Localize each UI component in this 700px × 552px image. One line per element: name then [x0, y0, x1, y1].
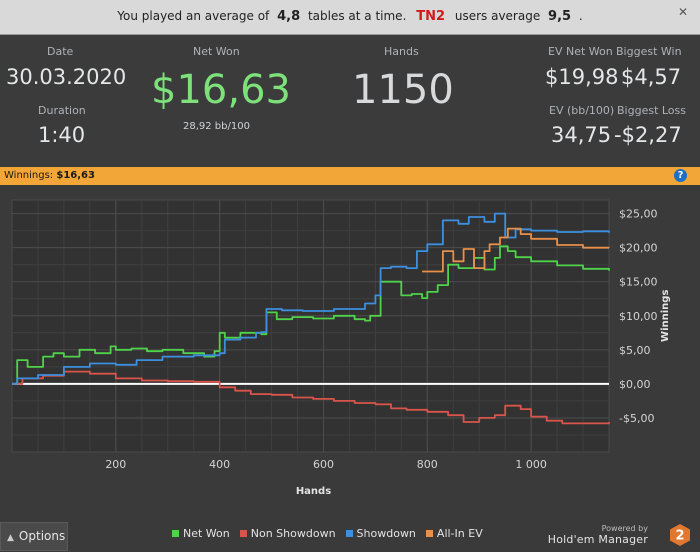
ev-net-won-value: $19,98: [545, 65, 619, 89]
avg-tables-value: 4,8: [277, 9, 301, 24]
y-tick-label: $15,00: [619, 276, 658, 289]
legend-swatch: [172, 529, 179, 537]
hands-label: Hands: [384, 45, 419, 58]
close-icon[interactable]: ✕: [677, 5, 689, 19]
banner-text-1: You played an average of: [117, 9, 270, 23]
hm2-logo-icon: 2: [670, 524, 690, 546]
legend-item-non-showdown[interactable]: Non Showdown: [239, 527, 336, 540]
y-axis-label: Winnings: [660, 290, 671, 342]
legend-label: All-In EV: [436, 527, 483, 540]
biggest-loss-value: -$2,27: [614, 123, 682, 147]
winnings-chart-svg: 200 400 600 800 1 000 -$5,00 $0,00 $5,00 $10,00 $…: [11, 199, 671, 497]
legend-label: Non Showdown: [250, 527, 336, 540]
y-tick-label: $25,00: [619, 208, 658, 221]
legend-label: Showdown: [356, 527, 416, 540]
chart-legend: Net Won Non Showdown Showdown All-In EV: [172, 527, 493, 540]
legend-swatch: [345, 529, 353, 537]
series-line-non-showdown: [12, 370, 610, 425]
winnings-chart: 200 400 600 800 1 000 -$5,00 $0,00 $5,00 $10,00 $…: [0, 185, 700, 520]
ev-bb100-label: EV (bb/100): [549, 104, 615, 117]
help-icon[interactable]: ?: [674, 169, 687, 182]
net-won-value: $16,63: [151, 67, 291, 113]
y-tick-label: $0,00: [619, 378, 651, 391]
biggest-loss-label: Biggest Loss: [617, 104, 687, 117]
brand-name: Hold'em Manager: [547, 533, 648, 546]
x-tick-label: 200: [105, 458, 126, 471]
banner-text-4: .: [578, 9, 583, 23]
site-name: TN2: [416, 9, 446, 24]
x-axis-label: Hands: [296, 486, 331, 497]
winnings-header-strip: Winnings: $16,63 ?: [0, 167, 700, 185]
legend-item-net-won[interactable]: Net Won: [172, 527, 230, 540]
hands-value: 1150: [352, 67, 454, 113]
series-line-net-won: [12, 245, 610, 385]
legend-swatch: [425, 529, 433, 537]
winnings-summary: Winnings: $16,63: [4, 170, 95, 181]
legend-swatch: [239, 529, 247, 537]
biggest-win-label: Biggest Win: [616, 45, 682, 58]
date-value: 30.03.2020: [6, 65, 127, 89]
net-won-label: Net Won: [193, 45, 240, 58]
duration-label: Duration: [38, 104, 86, 117]
brand-version: 2: [675, 529, 684, 544]
y-tick-label: $10,00: [619, 310, 658, 323]
net-won-bb100: 28,92 bb/100: [183, 121, 250, 132]
legend-label: Net Won: [183, 527, 230, 540]
options-button[interactable]: ▲ Options: [0, 522, 68, 551]
chevron-up-icon: ▲: [7, 533, 14, 543]
session-summary-banner: You played an average of 4,8 tables at a…: [0, 0, 700, 35]
options-label: Options: [18, 529, 66, 543]
series-line-showdown: [12, 212, 610, 385]
bottom-bar: ▲ Options Net Won Non Showdown Showdown All-…: [0, 520, 700, 551]
banner-message: You played an average of 4,8 tables at a…: [0, 9, 700, 24]
plot-background: [11, 199, 610, 453]
biggest-win-value: $4,57: [621, 65, 682, 89]
banner-text-3: users average: [454, 9, 541, 23]
y-tick-label: $5,00: [619, 344, 651, 357]
site-avg-value: 9,5: [548, 9, 572, 24]
winnings-value: $16,63: [56, 170, 95, 181]
banner-text-2: tables at a time.: [307, 9, 407, 23]
ev-net-won-label: EV Net Won: [548, 45, 613, 58]
session-stats-panel: Date 30.03.2020 Duration 1:40 Net Won $1…: [0, 35, 700, 166]
x-tick-label: 400: [209, 458, 230, 471]
legend-item-all-in-ev[interactable]: All-In EV: [425, 527, 483, 540]
x-tick-label: 1 000: [515, 458, 547, 471]
y-tick-label: -$5,00: [619, 412, 654, 425]
y-tick-label: $20,00: [619, 242, 658, 255]
series-line-all-in-ev: [422, 227, 610, 273]
powered-by-text: Powered by: [601, 524, 648, 533]
x-tick-label: 800: [417, 458, 438, 471]
legend-item-showdown[interactable]: Showdown: [345, 527, 416, 540]
winnings-label: Winnings:: [4, 170, 54, 181]
ev-bb100-value: 34,75: [551, 123, 612, 147]
brand-block: Powered by Hold'em Manager: [548, 524, 648, 546]
duration-value: 1:40: [38, 123, 86, 147]
date-label: Date: [47, 45, 74, 58]
x-tick-label: 600: [313, 458, 334, 471]
